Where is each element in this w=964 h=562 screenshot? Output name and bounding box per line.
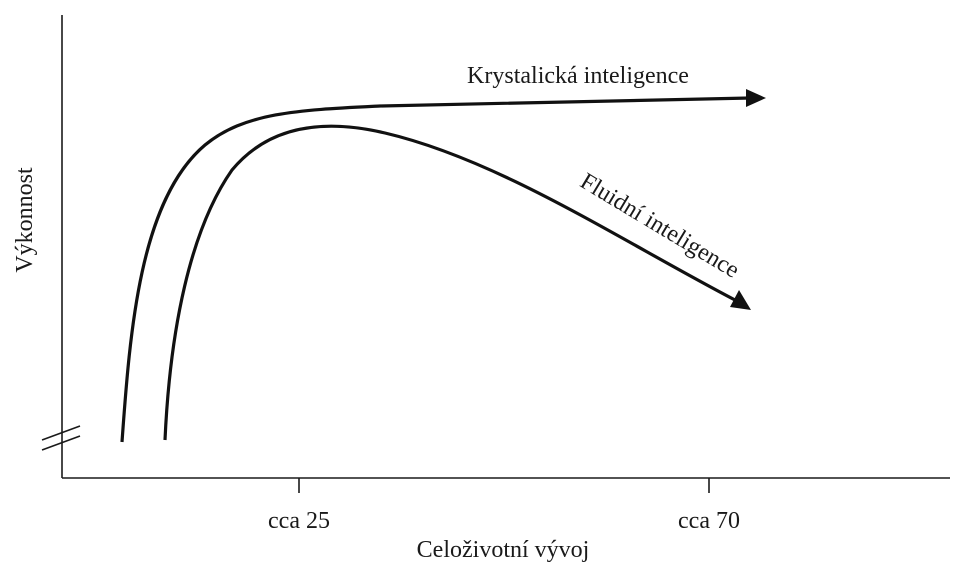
- axis-break: [41, 435, 81, 451]
- arrowhead: [730, 290, 751, 310]
- curve-label: Krystalická inteligence: [467, 63, 689, 89]
- crystal-curve: [120, 96, 751, 443]
- x-tick-label: cca 25: [268, 508, 330, 534]
- y-axis-label: Výkonnost: [12, 167, 38, 273]
- arrowhead: [746, 89, 766, 107]
- x-tick-label: cca 70: [678, 508, 740, 534]
- axis-break: [41, 425, 81, 441]
- fluid-curve: [163, 124, 736, 441]
- x-axis-label: Celoživotní vývoj: [417, 537, 590, 562]
